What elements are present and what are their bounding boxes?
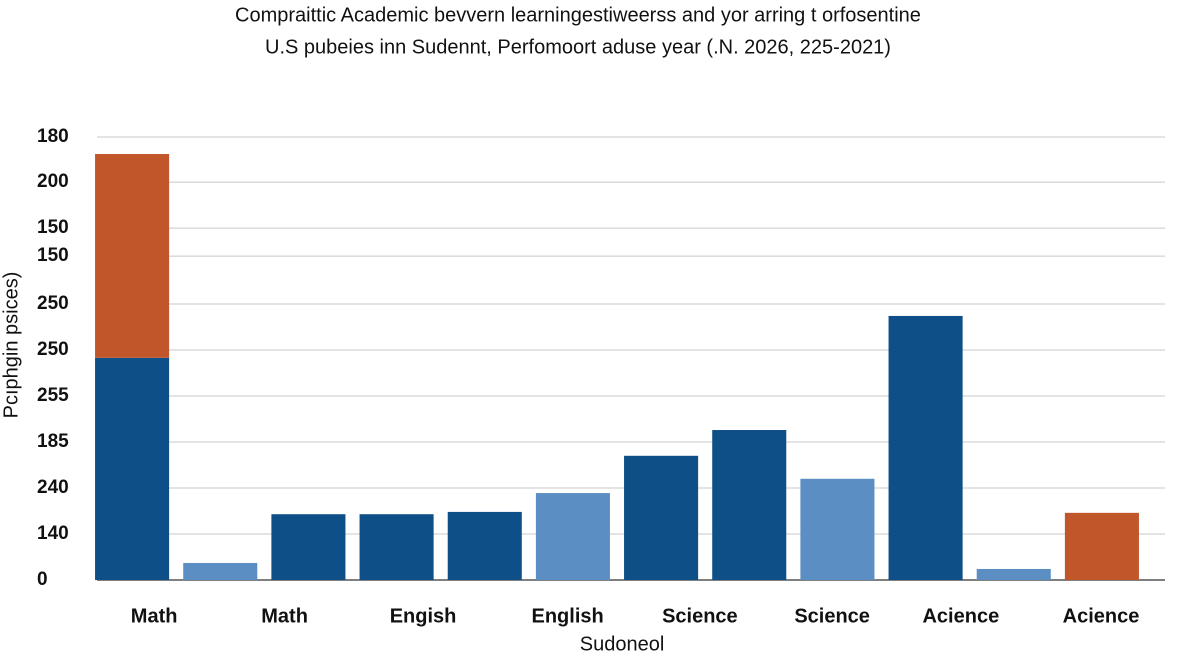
bar — [183, 562, 258, 580]
bar — [95, 154, 170, 358]
x-tick-label: Science — [794, 605, 870, 627]
y-tick-label: 185 — [37, 431, 69, 452]
bar — [712, 430, 787, 580]
bar — [624, 455, 699, 580]
bar — [447, 511, 522, 580]
y-tick-label: 180 — [37, 126, 69, 147]
y-tick-label: 140 — [37, 523, 69, 544]
y-tick-label: 150 — [37, 217, 69, 238]
bar — [1064, 512, 1139, 580]
y-tick-label: 0 — [37, 569, 48, 590]
y-tick-label: 255 — [37, 385, 69, 406]
x-tick-label: Math — [261, 605, 308, 627]
bar — [271, 514, 346, 580]
bar — [359, 514, 434, 580]
x-tick-label: Acience — [922, 605, 999, 627]
x-tick-label: Math — [131, 605, 178, 627]
chart-title: Compraittic Academic bevvern learningest… — [235, 4, 921, 26]
x-tick-label: Science — [662, 605, 738, 627]
x-tick-label: Acience — [1063, 605, 1140, 627]
y-tick-label: 200 — [37, 171, 69, 192]
bar — [535, 493, 610, 580]
x-tick-label: English — [532, 605, 604, 627]
y-axis-title: Pcıphgin psices) — [0, 272, 22, 419]
bar — [800, 478, 875, 580]
x-tick-label: Engish — [390, 605, 457, 627]
y-tick-label: 150 — [37, 245, 69, 266]
bar — [95, 357, 170, 580]
x-axis-title: Sudoneol — [580, 633, 665, 654]
chart-subtitle: U.S pubeies inn Sudennt, Perfomoort adus… — [265, 36, 891, 58]
y-tick-label: 250 — [37, 339, 69, 360]
bar — [888, 315, 963, 580]
y-tick-label: 250 — [37, 293, 69, 314]
bar — [976, 568, 1051, 580]
y-tick-label: 240 — [37, 477, 69, 498]
